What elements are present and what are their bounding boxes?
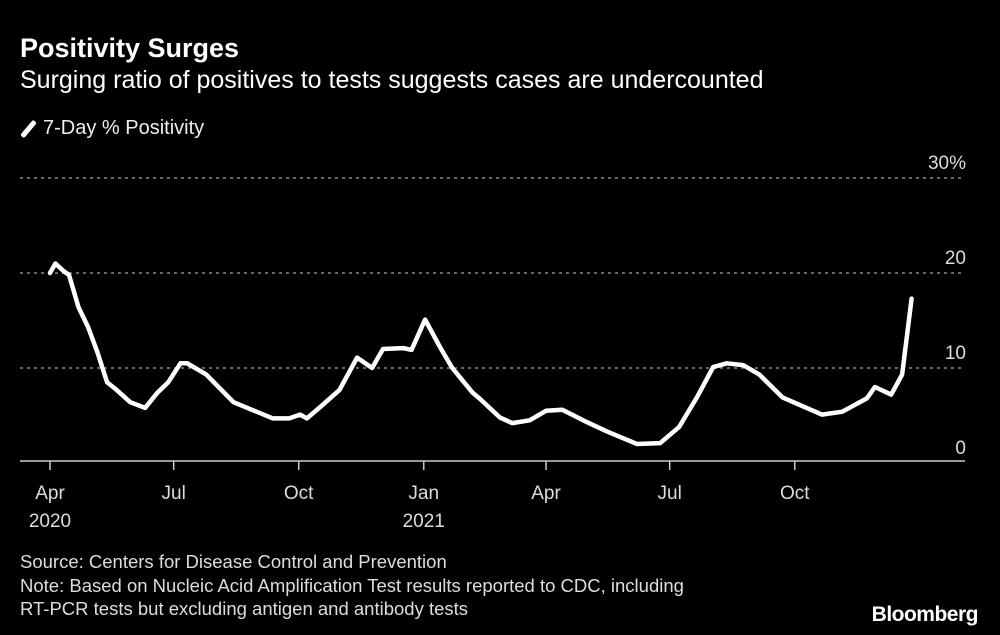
note-line-2: RT-PCR tests but excluding antigen and a… <box>20 598 469 619</box>
x-tick-year-label: 2021 <box>403 511 445 532</box>
series-line-positivity <box>47 261 914 447</box>
x-tick-label: Oct <box>284 483 314 504</box>
x-tick-label: Apr <box>35 483 65 504</box>
x-tick-label: Jan <box>408 483 439 504</box>
x-tick-label: Jul <box>658 483 682 504</box>
source-note: Source: Centers for Disease Control and … <box>20 551 447 572</box>
legend-label: 7-Day % Positivity <box>43 117 205 139</box>
y-tick-label: 20 <box>945 248 966 269</box>
x-tick-label: Oct <box>780 483 810 504</box>
x-tick-year-label: 2020 <box>29 511 71 532</box>
chart-title: Positivity Surges <box>20 33 240 63</box>
y-tick-label: 10 <box>945 343 966 364</box>
x-tick-label: Apr <box>531 483 561 504</box>
line-chart: 0 10 20 30% Apr 2020 Jul Oct Jan 2021 Apr Jul Oct <box>20 153 966 532</box>
legend: 7-Day % Positivity <box>20 117 204 140</box>
x-tick-label: Jul <box>162 483 186 504</box>
y-tick-label: 0 <box>955 438 966 459</box>
footnotes: Source: Centers for Disease Control and … <box>20 550 684 621</box>
chart-subtitle: Surging ratio of positives to tests sugg… <box>20 66 764 94</box>
y-tick-label: 30% <box>928 153 966 174</box>
note-line-1: Note: Based on Nucleic Acid Amplificatio… <box>20 574 684 596</box>
bloomberg-logo: Bloomberg <box>871 603 979 626</box>
